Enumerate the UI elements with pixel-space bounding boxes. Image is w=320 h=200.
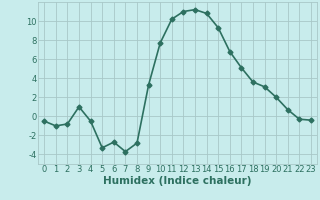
X-axis label: Humidex (Indice chaleur): Humidex (Indice chaleur) [103,176,252,186]
